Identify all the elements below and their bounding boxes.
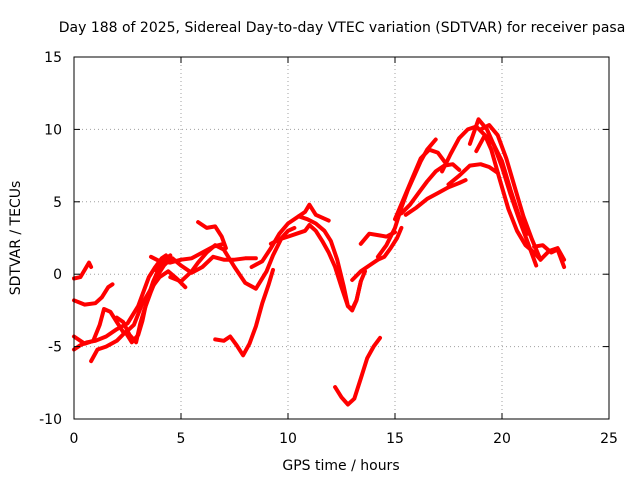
series-line-track-18: [333, 335, 382, 407]
series-line-track-23: [446, 162, 500, 187]
series-line-track-10: [168, 225, 297, 291]
x-tick-label: 15: [386, 431, 404, 447]
series-line-track-11: [196, 220, 228, 251]
x-tick-label: 0: [70, 431, 79, 447]
series-line-track-26: [474, 133, 530, 236]
series-line-track-20: [393, 147, 449, 222]
plot-frame: [73, 56, 610, 420]
series-line-track-22: [403, 178, 468, 217]
series-line-track-2: [72, 282, 115, 307]
series-line-track-12: [213, 267, 275, 358]
y-tick-label: 0: [53, 267, 62, 283]
y-axis-label: SDTVAR / TECUs: [8, 181, 24, 296]
x-tick-label: 25: [600, 431, 618, 447]
chart-title: Day 188 of 2025, Sidereal Day-to-day VTE…: [59, 20, 626, 36]
x-tick-label: 20: [493, 431, 511, 447]
y-tick-label: 5: [53, 195, 62, 211]
y-tick-label: 15: [44, 50, 62, 66]
series-line-track-13: [249, 202, 331, 269]
series-line-track-27: [478, 123, 543, 262]
series-line-track-4: [72, 307, 126, 346]
series-line-track-9: [153, 254, 258, 275]
series-line-track-6: [114, 259, 171, 345]
y-tick-label: 10: [44, 122, 62, 138]
series-line-track-28: [532, 243, 567, 269]
x-tick-label: 10: [279, 431, 297, 447]
series-line-track-24: [440, 124, 567, 262]
axis-ticks: 0 5 10 15 20 25 -10 -5 0 5 10 15: [39, 50, 618, 447]
y-tick-label: -10: [39, 412, 62, 428]
y-tick-label: -5: [48, 340, 62, 356]
series-line-track-21: [399, 162, 462, 216]
x-tick-label: 5: [177, 431, 186, 447]
data-series: [72, 117, 567, 407]
series-line-track-16: [350, 225, 404, 282]
series-line-track-1: [72, 260, 94, 281]
series-line-track-15: [296, 214, 367, 313]
x-axis-label: GPS time / hours: [282, 458, 399, 474]
